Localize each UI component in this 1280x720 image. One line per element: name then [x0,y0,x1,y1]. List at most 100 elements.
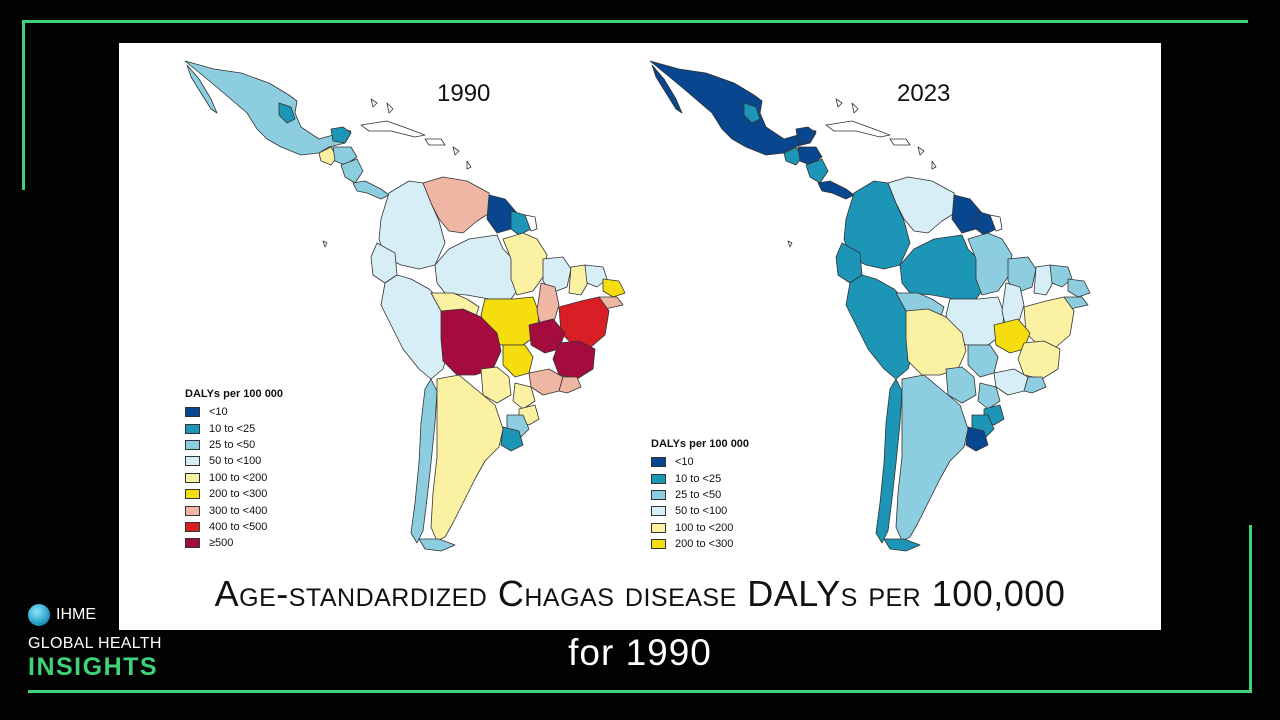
map-2023-suriname [975,210,997,236]
map-1990 [184,60,626,552]
map-2023-piaui [1033,264,1055,296]
legend-1990-swatch [185,489,200,500]
map-1990-maranhao [542,256,572,294]
legend-1990-title: DALYs per 100 000 [185,388,284,400]
legend-2023-item: 200 to <300 [651,536,749,552]
maps-figure [184,60,1091,552]
legend-1990-item: ≥500 [185,535,283,551]
map-1990-ceara [584,264,608,288]
map-2023-peru [845,274,915,380]
map-2023-fguiana [989,214,1003,232]
legend-1990: DALYs per 100 000 <10 10 to <25 25 to <50 5… [185,388,283,552]
map-1990-mexico-south [278,102,296,124]
legend-1990-label: 300 to <400 [209,504,268,517]
map-2023-hispaniola [889,138,911,146]
frame-left-line [22,20,25,190]
legend-2023-label: 100 to <200 [675,521,734,534]
legend-1990-item: 100 to <200 [185,470,283,486]
legend-1990-item: 300 to <400 [185,502,283,518]
legend-1990-label: 100 to <200 [209,471,268,484]
legend-1990-swatch [185,521,200,532]
legend-1990-item: 50 to <100 [185,453,283,469]
map-1990-guatemala [318,146,338,166]
brand-org: IHME [56,606,96,623]
map-1990-islands [370,98,472,170]
map-1990-tierra [418,538,456,552]
map-1990-piaui [568,264,590,296]
map-1990-para [502,232,548,296]
map-1990-fguiana [524,214,538,232]
legend-1990-label: 50 to <100 [209,455,262,468]
legend-1990-swatch [185,538,200,549]
map-1990-suriname [510,210,532,236]
map-2023-guatemala [783,146,803,166]
map-2023-parana [977,382,1001,410]
map-1990-ne-coast [602,278,626,298]
map-2023-tierra [883,538,921,552]
legend-1990-label: 400 to <500 [209,520,268,533]
legend-2023-title: DALYs per 100 000 [651,438,750,450]
legend-2023-label: 25 to <50 [675,488,722,501]
legend-1990-label: 10 to <25 [209,422,256,435]
map-1990-minas [552,340,596,380]
slide-title: Age-standardized Chagas disease DALYs pe… [214,573,1066,614]
frame-bottom-line [28,690,1252,693]
map-2023-ne-coast [1067,278,1091,298]
legend-2023-label: 10 to <25 [675,472,722,485]
map-2023-uruguay [965,426,989,452]
legend-2023-item: 10 to <25 [651,470,749,486]
map-2023-argentina [895,374,969,542]
map-2023-venezuela [887,176,959,234]
map-1990-mato-grosso-sul [502,344,534,378]
slide-panel: 1990 2023 DALYs per 100 000 <10 10 to <25… [119,43,1161,630]
legend-2023-label: <10 [675,456,694,469]
legend-2023-swatch [651,457,666,468]
map-2023-islands [835,98,937,170]
map-1990-nicaragua [340,158,364,184]
map-1990-galapagos [322,240,328,248]
legend-2023-item: 25 to <50 [651,487,749,503]
map-1990-rio [558,376,582,394]
map-2023-maranhao [1007,256,1037,294]
legend-1990-item: 25 to <50 [185,437,283,453]
frame-top-line [22,20,1248,23]
legend-2023-swatch [651,489,666,500]
map-2023-galapagos [787,240,793,248]
legend-1990-label: ≥500 [209,537,234,550]
frame-right-line [1249,525,1252,693]
legend-2023-swatch [651,522,666,533]
legend-2023-item: 100 to <200 [651,520,749,536]
brand-line-2: INSIGHTS [28,653,159,681]
map-2023-ceara [1049,264,1073,288]
map-2023-bahia [1023,296,1075,348]
map-1990-argentina [430,374,504,542]
map-2023-chile [875,378,903,544]
legend-1990-item: 10 to <25 [185,420,283,436]
map-2023-yucatan [795,126,817,144]
legend-1990-swatch [185,407,200,418]
legend-2023: DALYs per 100 000 <10 10 to <25 25 to <50 5… [651,438,749,552]
legend-2023-label: 200 to <300 [675,538,734,551]
map-1990-year-label: 1990 [437,80,491,107]
legend-2023-label: 50 to <100 [675,505,728,518]
map-1990-baja [186,64,218,114]
map-2023-minas [1017,340,1061,380]
map-1990-cuba [360,120,426,138]
map-1990-costa-rica-panama [352,180,390,200]
map-2023-mexico-south [743,102,761,124]
map-1990-bahia [558,296,610,348]
legend-1990-item: 400 to <500 [185,519,283,535]
map-2023-year-label: 2023 [897,80,951,107]
map-2023-para [967,232,1013,296]
map-1990-hispaniola [424,138,446,146]
map-2023-baja [651,64,683,114]
map-1990-uruguay [500,426,524,452]
legend-1990-swatch [185,423,200,434]
legend-2023-item: <10 [651,454,749,470]
map-1990-mexico [184,60,352,156]
map-2023-mexico [649,60,817,156]
legend-1990-item: <10 [185,404,283,420]
map-2023-costa-rica-panama [817,180,855,200]
subtitle-caption: for 1990 [568,632,712,673]
legend-1990-item: 200 to <300 [185,486,283,502]
